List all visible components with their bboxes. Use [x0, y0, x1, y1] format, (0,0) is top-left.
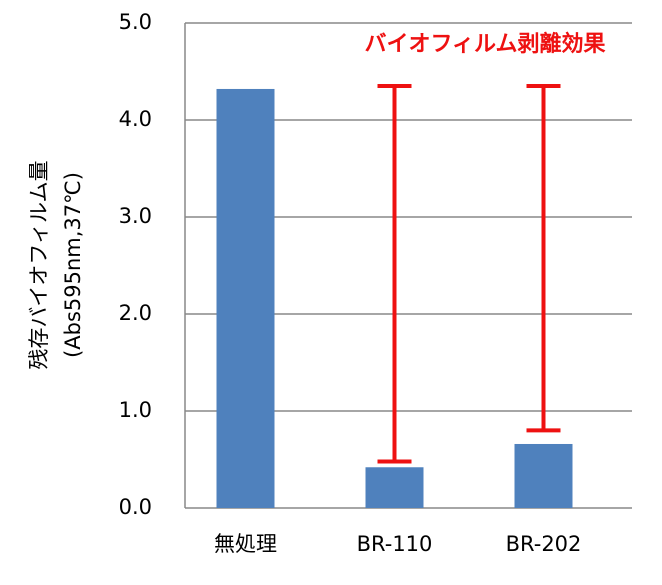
y-tick-label: 4.0 [119, 107, 152, 131]
x-tick-label: BR-202 [506, 532, 582, 556]
x-tick-label: BR-110 [357, 532, 433, 556]
y-tick-label: 5.0 [119, 10, 152, 34]
y-label: 残存バイオフィルム量 (Abs595nm,37℃) [27, 160, 85, 369]
y-label-line: (Abs595nm,37℃) [61, 172, 85, 358]
y-tick-label: 2.0 [119, 301, 152, 325]
bar [514, 443, 573, 508]
y-tick-label: 0.0 [119, 495, 152, 519]
bar [365, 467, 424, 508]
y-label-line: 残存バイオフィルム量 [27, 160, 51, 369]
bar [216, 88, 275, 509]
y-tick-label: 3.0 [119, 204, 152, 228]
annotation: バイオフィルム剥離効果 [364, 31, 605, 57]
y-tick-label: 1.0 [119, 398, 152, 422]
x-tick-label: 無処理 [214, 532, 277, 556]
